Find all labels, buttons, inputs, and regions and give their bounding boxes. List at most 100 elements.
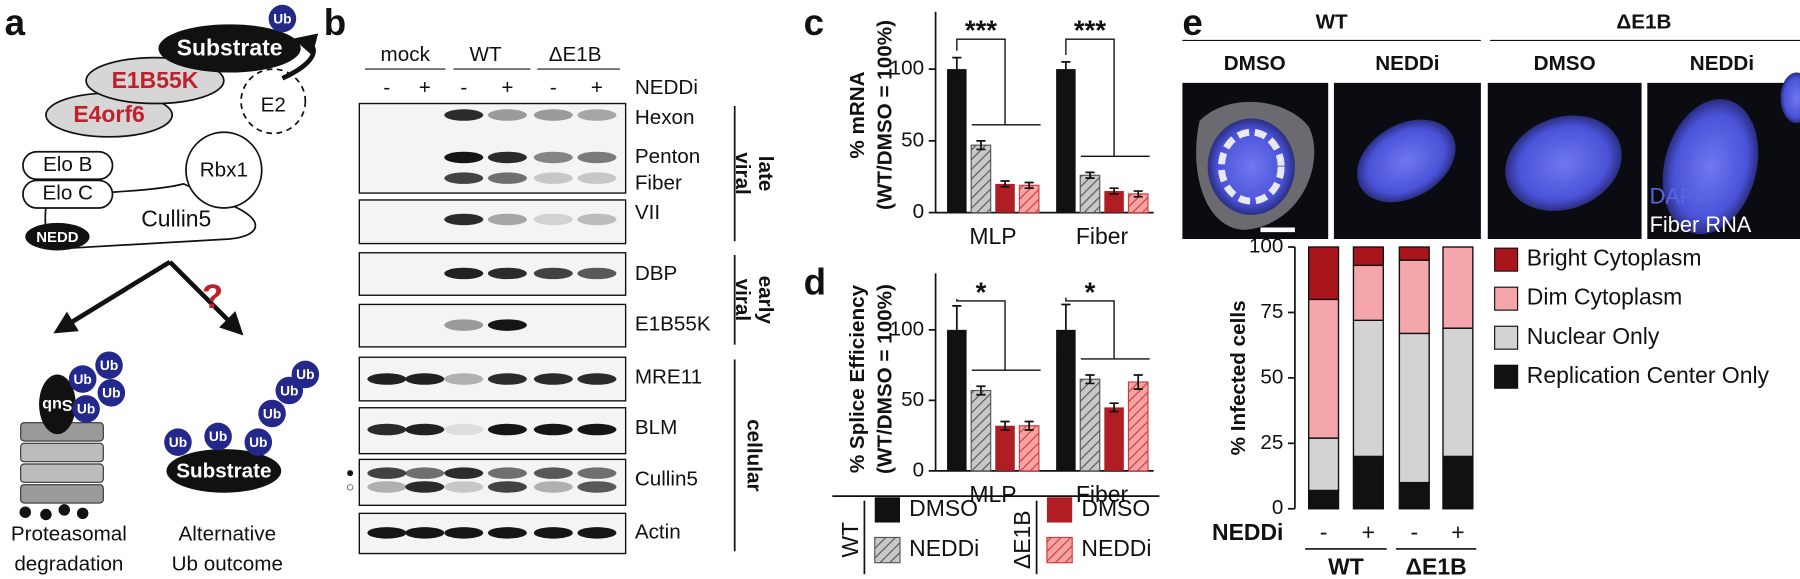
bar	[1056, 69, 1076, 213]
bracket-label: late	[754, 156, 777, 192]
ub-label: Ub	[100, 358, 118, 373]
bracket-label: viral	[731, 152, 754, 195]
band	[533, 172, 573, 184]
band	[487, 373, 527, 385]
bar-segment	[1307, 437, 1340, 492]
nucleus	[1662, 99, 1759, 235]
arrow	[53, 259, 172, 334]
bracket-label: early	[754, 276, 777, 325]
bar-segment	[1307, 489, 1340, 510]
y-tick-label: 50	[901, 128, 924, 151]
sig-bracket	[1065, 38, 1150, 158]
error-bar	[1000, 420, 1010, 431]
band	[367, 467, 407, 479]
ub	[97, 379, 126, 407]
bar-segment	[1352, 246, 1384, 267]
band	[444, 151, 484, 164]
band	[367, 373, 407, 385]
blot	[358, 458, 627, 507]
treatment: NEDDi	[1690, 52, 1754, 75]
legend-swatch	[1494, 247, 1519, 272]
ub-label: Ub	[280, 383, 298, 398]
ub	[164, 428, 192, 456]
band	[487, 467, 527, 479]
y-tick-label: 0	[913, 458, 924, 481]
band	[533, 467, 573, 479]
bar	[947, 69, 967, 213]
band	[487, 151, 527, 164]
bar	[1104, 407, 1124, 471]
band	[533, 213, 573, 226]
ub	[258, 399, 286, 428]
error-bar	[976, 139, 986, 151]
legend-label: Bright Cytoplasm	[1527, 245, 1702, 271]
band	[487, 109, 527, 121]
legend-swatch	[874, 536, 901, 564]
panel-e-images: WT ΔE1B DMSO NEDDi DMSO NEDDi DAPI/ Fibe…	[1182, 11, 1800, 239]
band	[577, 481, 617, 493]
bar-segment	[1352, 264, 1384, 322]
band	[533, 151, 573, 164]
e2	[240, 68, 307, 135]
sig-bracket	[1065, 297, 1150, 360]
band	[487, 423, 527, 436]
band	[533, 373, 573, 385]
label: Alternative	[178, 523, 276, 546]
legend-label: NEDDi	[1081, 535, 1151, 561]
sub	[39, 374, 76, 435]
label: E2	[261, 93, 286, 116]
error-bar	[1133, 190, 1143, 198]
band	[444, 481, 484, 493]
x-tick-label: MLP	[969, 223, 1016, 249]
lane-label: -	[383, 76, 390, 99]
stain: DAPI/	[1650, 183, 1708, 208]
band	[577, 267, 617, 280]
band	[533, 481, 573, 493]
label: NEDD	[36, 229, 78, 246]
y-axis-label: (WT/DMSO = 100%)	[874, 20, 897, 210]
lane-label: -	[460, 76, 467, 99]
bar-segment	[1352, 319, 1384, 458]
legend-label: NEDDi	[909, 535, 979, 561]
legend-swatch	[1494, 286, 1519, 311]
x-axis-label: NEDDi	[1212, 519, 1283, 545]
treatment: NEDDi	[1375, 52, 1439, 75]
band	[405, 423, 445, 436]
band	[577, 213, 617, 226]
band-label: BLM	[635, 416, 677, 439]
x-tick-label: -	[1410, 519, 1418, 545]
band	[405, 481, 445, 493]
panel-letter: c	[804, 2, 824, 43]
x-tick-label: MLP	[969, 481, 1016, 507]
legend-swatch	[874, 497, 900, 523]
legend-label: DMSO	[1081, 495, 1150, 521]
label: degradation	[14, 552, 123, 575]
label: Elo C	[42, 182, 93, 205]
group-label: ΔE1B	[549, 43, 602, 66]
ub-label: Ub	[77, 402, 95, 417]
error-bar	[1061, 61, 1071, 78]
ub	[95, 351, 123, 380]
label: Proteasomal	[11, 523, 127, 546]
lane-label: -	[550, 76, 557, 99]
group-label: WT	[470, 43, 502, 66]
nedd	[25, 222, 90, 251]
bar-segment	[1442, 327, 1474, 458]
error-bar	[1133, 374, 1143, 390]
band	[533, 527, 573, 539]
x-tick-label: -	[1320, 519, 1328, 545]
bar-segment	[1398, 259, 1430, 335]
marker: ○	[346, 480, 354, 495]
bar	[995, 183, 1015, 213]
y-tick-label: 0	[1272, 496, 1284, 519]
label: Ub outcome	[172, 552, 283, 575]
bar	[1079, 174, 1101, 214]
ub-label: Ub	[209, 429, 227, 444]
label: E4orf6	[73, 101, 144, 127]
band-label: VII	[635, 201, 660, 224]
panel-letter: b	[324, 2, 346, 43]
stain: Fiber RNA	[1650, 212, 1752, 237]
sig-bracket	[956, 298, 1041, 371]
band	[577, 373, 617, 385]
